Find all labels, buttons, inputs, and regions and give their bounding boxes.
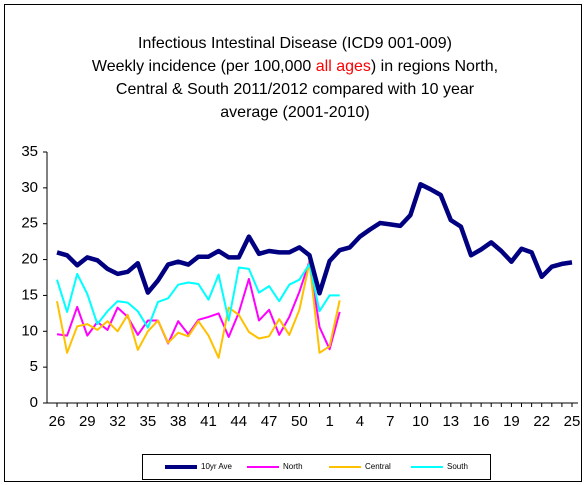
title-segment: all ages: [316, 58, 371, 75]
title-segment: ) in regions North,: [371, 58, 498, 75]
y-tick-label: 15: [21, 286, 38, 303]
y-tick-label: 30: [21, 179, 38, 196]
x-tick-label: 50: [291, 413, 308, 430]
title-segment: Central & South 2011/2012 compared with …: [116, 81, 475, 98]
y-tick-label: 10: [21, 322, 38, 339]
title-line: average (2001-2010): [220, 104, 369, 121]
legend-label: South: [447, 462, 468, 471]
title-line: Weekly incidence (per 100,000 all ages) …: [92, 58, 498, 75]
title-line: Central & South 2011/2012 compared with …: [116, 81, 475, 98]
y-tick-label: 20: [21, 251, 38, 268]
x-tick-label: 35: [140, 413, 157, 430]
x-tick-label: 10: [412, 413, 429, 430]
legend-label: North: [283, 462, 303, 471]
chart-border: [4, 4, 582, 482]
x-tick-label: 25: [564, 413, 581, 430]
x-tick-label: 38: [170, 413, 187, 430]
title-segment: Weekly incidence (per 100,000: [92, 58, 316, 75]
y-tick-label: 35: [21, 143, 38, 160]
y-tick-label: 0: [30, 394, 38, 411]
x-tick-label: 29: [79, 413, 96, 430]
x-tick-label: 41: [200, 413, 217, 430]
x-tick-label: 44: [230, 413, 247, 430]
title-segment: Infectious Intestinal Disease (ICD9 001-…: [138, 35, 452, 52]
series-line: [56, 260, 341, 351]
x-tick-label: 19: [503, 413, 520, 430]
x-tick-label: 1: [325, 413, 333, 430]
x-tick-label: 22: [533, 413, 550, 430]
x-tick-label: 32: [109, 413, 126, 430]
x-tick-label: 47: [261, 413, 278, 430]
y-tick-label: 5: [30, 358, 38, 375]
x-tick-label: 7: [386, 413, 394, 430]
chart-title: Infectious Intestinal Disease (ICD9 001-…: [92, 35, 498, 121]
legend-label: Central: [365, 462, 391, 471]
x-tick-label: 16: [473, 413, 490, 430]
x-tick-label: 13: [442, 413, 459, 430]
legend-label: 10yr Ave: [201, 462, 233, 471]
title-segment: average (2001-2010): [220, 104, 369, 121]
series-line: [56, 261, 341, 359]
title-line: Infectious Intestinal Disease (ICD9 001-…: [138, 35, 452, 52]
x-tick-label: 4: [356, 413, 364, 430]
y-tick-label: 25: [21, 215, 38, 232]
series-line: [56, 182, 573, 296]
x-tick-label: 26: [49, 413, 66, 430]
series-line: [56, 262, 340, 329]
